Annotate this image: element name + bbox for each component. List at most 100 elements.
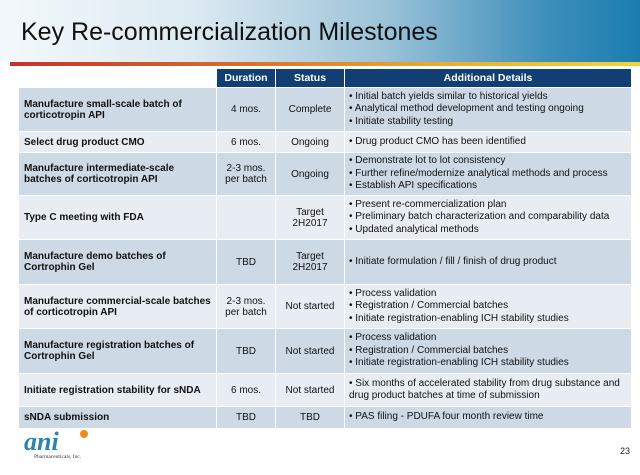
bullet-icon: • (349, 115, 356, 127)
detail-bullet: • Registration / Commercial batches (349, 300, 627, 313)
duration-cell: TBD (216, 406, 276, 429)
detail-bullet: • Establish API specifications (349, 180, 627, 193)
detail-bullet: • Updated analytical methods (349, 224, 627, 237)
bullet-icon: • (349, 377, 356, 389)
title-banner (0, 0, 640, 62)
header-status: Status (275, 68, 345, 88)
bullet-icon: • (349, 180, 356, 192)
svg-text:Pharmaceuticals, Inc.: Pharmaceuticals, Inc. (34, 454, 82, 460)
detail-text: Preliminary batch characterization and c… (355, 211, 610, 223)
detail-text: Establish API specifications (355, 180, 478, 192)
detail-text: Process validation (355, 332, 437, 344)
detail-text: Process validation (355, 287, 437, 299)
duration-cell (216, 195, 276, 240)
detail-text: Six months of accelerated stability from… (349, 377, 620, 402)
details-cell: • Demonstrate lot to lot consistency • Fu… (344, 152, 632, 196)
details-cell: • Six months of accelerated stability fr… (344, 373, 632, 407)
duration-cell: TBD (216, 239, 276, 285)
detail-bullet: • Initiate registration-enabling ICH sta… (349, 313, 627, 326)
table-header: Duration Status Additional Details (18, 68, 632, 88)
status-cell: Not started (275, 284, 345, 329)
table-row: Manufacture commercial-scale batches of … (18, 284, 632, 329)
detail-text: Initiate registration-enabling ICH stabi… (355, 357, 569, 369)
detail-text: Registration / Commercial batches (355, 344, 509, 356)
page-title: Key Re-commercialization Milestones (21, 18, 438, 46)
status-cell: Target 2H2017 (275, 239, 345, 285)
detail-bullet: • Process validation (349, 332, 627, 345)
bullet-icon: • (349, 135, 356, 147)
bullet-icon: • (349, 90, 356, 102)
detail-bullet: • PAS filing - PDUFA four month review t… (349, 411, 627, 424)
milestone-label: Type C meeting with FDA (18, 195, 217, 240)
duration-cell: 4 mos. (216, 87, 276, 132)
milestone-label: sNDA submission (18, 406, 217, 429)
svg-text:ani: ani (24, 430, 59, 456)
detail-bullet: • Six months of accelerated stability fr… (349, 378, 627, 403)
status-cell: Complete (275, 87, 345, 132)
detail-bullet: • Demonstrate lot to lot consistency (349, 155, 627, 168)
status-cell: TBD (275, 406, 345, 429)
detail-text: Initial batch yields similar to historic… (355, 90, 548, 102)
bullet-icon: • (349, 287, 356, 299)
detail-bullet: • Initiate registration-enabling ICH sta… (349, 357, 627, 370)
table-row: Manufacture intermediate-scale batches o… (18, 152, 632, 196)
page-number: 23 (620, 446, 631, 456)
detail-bullet: • Initiate formulation / fill / finish o… (349, 256, 627, 269)
milestone-label: Manufacture small-scale batch of cortico… (18, 87, 217, 132)
ani-logo: ani Pharmaceuticals, Inc. (22, 427, 102, 465)
accent-stripe (10, 62, 640, 66)
bullet-icon: • (349, 211, 356, 223)
bullet-icon: • (349, 167, 356, 179)
detail-bullet: • Present re-commercialization plan (349, 199, 627, 212)
detail-bullet: • Initiate stability testing (349, 116, 627, 129)
bullet-icon: • (349, 300, 356, 312)
duration-cell: 6 mos. (216, 373, 276, 407)
status-cell: Ongoing (275, 152, 345, 196)
milestone-label: Manufacture registration batches of Cort… (18, 328, 217, 374)
bullet-icon: • (349, 255, 356, 267)
table-row: Type C meeting with FDA Target 2H2017 • Pr… (18, 195, 632, 240)
detail-text: Analytical method development and testin… (354, 103, 584, 115)
bullet-icon: • (349, 344, 356, 356)
detail-bullet: • Initial batch yields similar to histor… (349, 91, 627, 104)
detail-text: Drug product CMO has been identified (355, 135, 526, 147)
detail-bullet: • Drug product CMO has been identified (349, 136, 627, 149)
bullet-icon: • (349, 312, 356, 324)
header-blank (18, 68, 217, 88)
duration-cell: 2-3 mos. per batch (216, 284, 276, 329)
detail-text: PAS filing - PDUFA four month review tim… (355, 411, 544, 423)
bullet-icon: • (349, 357, 356, 369)
detail-text: Further refine/modernize analytical meth… (355, 167, 608, 179)
details-cell: • PAS filing - PDUFA four month review t… (344, 406, 632, 429)
table-row: Manufacture registration batches of Cort… (18, 328, 632, 374)
bullet-icon: • (349, 332, 356, 344)
status-cell: Not started (275, 328, 345, 374)
details-cell: • Initial batch yields similar to histor… (344, 87, 632, 132)
duration-cell: 6 mos. (216, 131, 276, 153)
milestone-label: Manufacture demo batches of Cortrophin G… (18, 239, 217, 285)
bullet-icon: • (349, 411, 356, 423)
duration-cell: 2-3 mos. per batch (216, 152, 276, 196)
detail-text: Initiate formulation / fill / finish of … (355, 255, 557, 267)
detail-text: Initiate registration-enabling ICH stabi… (355, 312, 569, 324)
table-row: Manufacture demo batches of Cortrophin G… (18, 239, 632, 285)
details-cell: • Process validation • Registration / Com… (344, 284, 632, 329)
detail-bullet: • Analytical method development and test… (349, 103, 627, 116)
detail-bullet: • Preliminary batch characterization and… (349, 211, 627, 224)
table-row: Manufacture small-scale batch of cortico… (18, 87, 632, 132)
detail-text: Present re-commercialization plan (355, 198, 507, 210)
table-row: Select drug product CMO 6 mos. Ongoing • Dr… (18, 131, 632, 153)
header-details: Additional Details (344, 68, 632, 88)
bullet-icon: • (349, 103, 355, 115)
status-cell: Not started (275, 373, 345, 407)
details-cell: • Initiate formulation / fill / finish o… (344, 239, 632, 285)
milestone-label: Initiate registration stability for sNDA (18, 373, 217, 407)
detail-text: Registration / Commercial batches (355, 300, 509, 312)
details-cell: • Present re-commercialization plan • Pre… (344, 195, 632, 240)
table-row: Initiate registration stability for sNDA… (18, 373, 632, 407)
detail-bullet: • Process validation (349, 288, 627, 301)
detail-text: Updated analytical methods (355, 223, 479, 235)
detail-text: Initiate stability testing (355, 115, 454, 127)
detail-bullet: • Registration / Commercial batches (349, 345, 627, 358)
detail-bullet: • Further refine/modernize analytical me… (349, 168, 627, 181)
